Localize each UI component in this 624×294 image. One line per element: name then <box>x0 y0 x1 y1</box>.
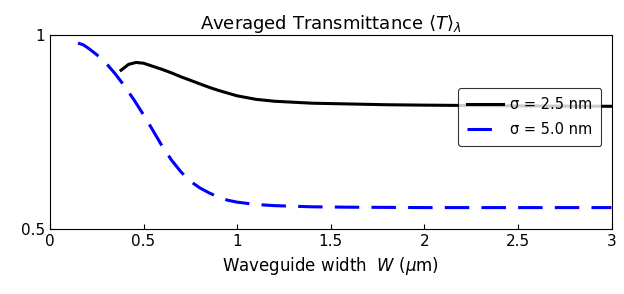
σ = 5.0 nm <box>85 47 93 51</box>
σ = 5.0 nm <box>308 205 316 208</box>
σ = 5.0 nm <box>215 195 222 199</box>
σ = 2.5 nm <box>196 82 203 86</box>
σ = 2.5 nm <box>383 103 391 106</box>
X-axis label: Waveguide width  $W$ ($\mu$m): Waveguide width $W$ ($\mu$m) <box>222 255 439 277</box>
σ = 2.5 nm <box>224 91 232 95</box>
σ = 5.0 nm <box>158 145 166 148</box>
σ = 2.5 nm <box>308 101 316 105</box>
σ = 2.5 nm <box>233 94 241 98</box>
Title: Averaged Transmittance $\langle T \rangle_\lambda$: Averaged Transmittance $\langle T \rangl… <box>200 13 462 35</box>
Line: σ = 5.0 nm: σ = 5.0 nm <box>78 43 612 208</box>
σ = 5.0 nm <box>187 179 194 183</box>
σ = 2.5 nm <box>271 99 278 103</box>
σ = 5.0 nm <box>205 191 213 195</box>
σ = 2.5 nm <box>168 71 175 75</box>
σ = 5.0 nm <box>177 170 185 174</box>
Line: σ = 2.5 nm: σ = 2.5 nm <box>121 62 612 106</box>
σ = 5.0 nm <box>93 53 100 56</box>
σ = 5.0 nm <box>80 43 87 47</box>
σ = 2.5 nm <box>608 105 615 108</box>
σ = 2.5 nm <box>514 104 522 108</box>
σ = 5.0 nm <box>346 206 353 209</box>
σ = 2.5 nm <box>132 61 140 64</box>
σ = 2.5 nm <box>205 86 213 89</box>
σ = 5.0 nm <box>168 158 175 162</box>
σ = 2.5 nm <box>125 63 132 66</box>
σ = 2.5 nm <box>215 88 222 92</box>
σ = 2.5 nm <box>158 68 166 71</box>
σ = 5.0 nm <box>252 203 260 206</box>
σ = 5.0 nm <box>149 128 157 132</box>
σ = 2.5 nm <box>187 78 194 82</box>
σ = 5.0 nm <box>102 61 110 65</box>
σ = 2.5 nm <box>421 103 428 107</box>
σ = 2.5 nm <box>252 98 260 101</box>
σ = 2.5 nm <box>346 102 353 106</box>
σ = 5.0 nm <box>196 186 203 190</box>
σ = 2.5 nm <box>149 65 157 68</box>
σ = 5.0 nm <box>130 98 138 102</box>
σ = 5.0 nm <box>140 113 147 117</box>
σ = 2.5 nm <box>177 75 185 78</box>
σ = 5.0 nm <box>608 206 615 209</box>
σ = 5.0 nm <box>271 204 278 207</box>
σ = 5.0 nm <box>224 198 232 202</box>
σ = 2.5 nm <box>117 69 125 72</box>
σ = 5.0 nm <box>112 72 119 76</box>
σ = 5.0 nm <box>233 201 241 204</box>
σ = 5.0 nm <box>74 41 82 45</box>
σ = 5.0 nm <box>421 206 428 209</box>
Legend: σ = 2.5 nm, σ = 5.0 nm: σ = 2.5 nm, σ = 5.0 nm <box>458 88 602 146</box>
σ = 5.0 nm <box>514 206 522 209</box>
σ = 2.5 nm <box>140 61 147 65</box>
σ = 5.0 nm <box>121 85 129 88</box>
